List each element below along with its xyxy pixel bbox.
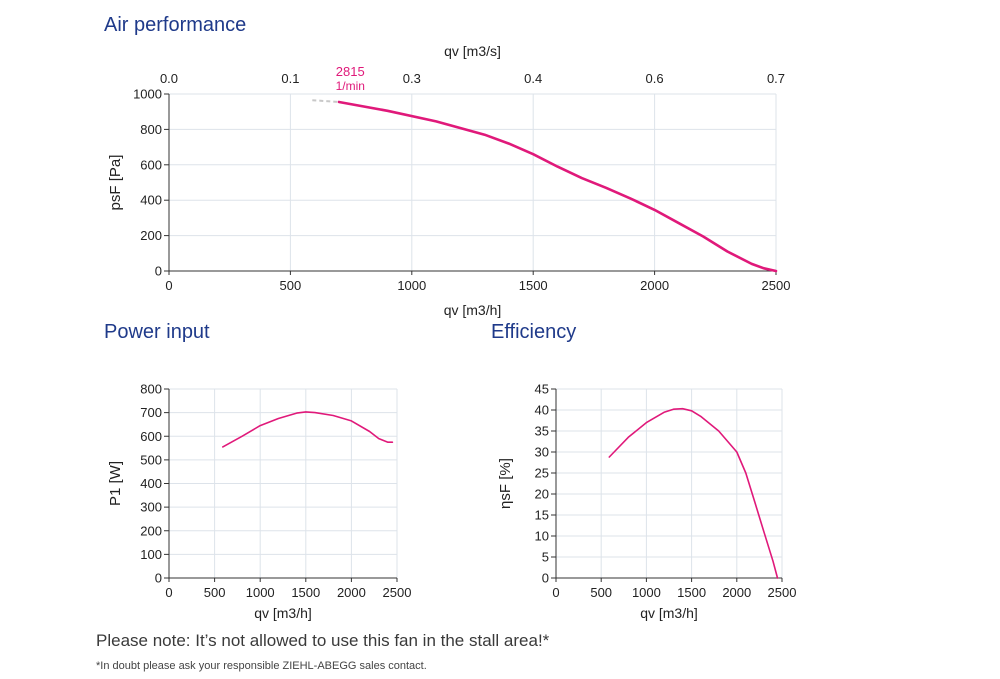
speed-label-value: 2815 (336, 64, 365, 79)
y-tick-label: 1000 (133, 87, 162, 102)
y-tick-label: 300 (140, 500, 162, 515)
series-line-air (337, 100, 778, 273)
x-tick-label: 1000 (632, 585, 661, 600)
x2-tick-label: 0.0 (160, 71, 178, 86)
x-tick-label: 500 (590, 585, 612, 600)
y-tick-label: 5 (542, 550, 549, 565)
stall-note: Please note: It’s not allowed to use thi… (96, 631, 550, 650)
y-tick-label: 0 (155, 571, 162, 586)
x-tick-label: 1500 (677, 585, 706, 600)
x2-tick-label: 0.1 (281, 71, 299, 86)
heading-efficiency: Efficiency (491, 321, 577, 343)
y-axis-label: P1 [W] (107, 461, 124, 506)
x2-tick-label: 0.4 (524, 71, 542, 86)
y-tick-label: 45 (535, 382, 549, 397)
y-tick-label: 0 (542, 571, 549, 586)
y-tick-label: 100 (140, 547, 162, 562)
x-tick-label: 2500 (762, 278, 791, 293)
x-tick-label: 500 (280, 278, 302, 293)
x2-tick-label: 0.3 (403, 71, 421, 86)
x-axis-label: qv [m3/h] (254, 605, 312, 621)
y-tick-label: 600 (140, 429, 162, 444)
y-tick-label: 800 (140, 122, 162, 137)
x-tick-label: 1500 (519, 278, 548, 293)
chart-efficiency: 0 5 10 15 20 25 30 35 40 45 0 500 1000 1500 2000 2500 qv… (497, 382, 796, 622)
heading-air-performance: Air performance (104, 14, 247, 36)
x-tick-label: 1000 (246, 585, 275, 600)
x-tick-label: 1000 (397, 278, 426, 293)
x-tick-label: 500 (204, 585, 226, 600)
y-tick-label: 200 (140, 523, 162, 538)
chart-power: 0 100 200 300 400 500 600 700 800 0 500 1000 1500 200… (107, 382, 411, 622)
series-line-efficiency (608, 407, 779, 579)
y-tick-label: 700 (140, 405, 162, 420)
x-tick-label: 2500 (383, 585, 412, 600)
y-tick-label: 600 (140, 157, 162, 172)
sales-contact-footnote: *In doubt please ask your responsible ZI… (96, 660, 427, 672)
x2-tick-label: 0.6 (646, 71, 664, 86)
y-tick-label: 20 (535, 487, 549, 502)
y-tick-label: 35 (535, 424, 549, 439)
speed-label-unit: 1/min (336, 79, 365, 93)
y-tick-label: 400 (140, 476, 162, 491)
y-tick-label: 30 (535, 445, 549, 460)
stall-segment (312, 99, 340, 103)
chart-air: 0 200 400 600 800 1000 0 500 1000 1500 2000 2500 qv … (107, 43, 790, 318)
x-axis-label: qv [m3/h] (444, 302, 502, 318)
x-tick-label: 0 (552, 585, 559, 600)
y-tick-label: 10 (535, 529, 549, 544)
x-tick-label: 2000 (722, 585, 751, 600)
x-tick-label: 0 (165, 278, 172, 293)
x-tick-label: 2000 (640, 278, 669, 293)
y-tick-label: 800 (140, 382, 162, 397)
y-tick-label: 500 (140, 452, 162, 467)
y-tick-label: 15 (535, 508, 549, 523)
y-tick-label: 40 (535, 403, 549, 418)
y-tick-label: 200 (140, 228, 162, 243)
y-axis-label: ηsF [%] (497, 458, 514, 509)
x-tick-label: 0 (165, 585, 172, 600)
x2-tick-label: 0.7 (767, 71, 785, 86)
heading-power-input: Power input (104, 321, 210, 343)
y-axis-label: psF [Pa] (107, 155, 124, 211)
y-tick-label: 400 (140, 193, 162, 208)
y-tick-label: 0 (155, 264, 162, 279)
x-axis-label: qv [m3/h] (640, 605, 698, 621)
x-tick-label: 2000 (337, 585, 366, 600)
x2-axis-label: qv [m3/s] (444, 43, 501, 59)
series-line-power (222, 411, 394, 448)
x-tick-label: 2500 (768, 585, 797, 600)
x-tick-label: 1500 (291, 585, 320, 600)
y-tick-label: 25 (535, 466, 549, 481)
